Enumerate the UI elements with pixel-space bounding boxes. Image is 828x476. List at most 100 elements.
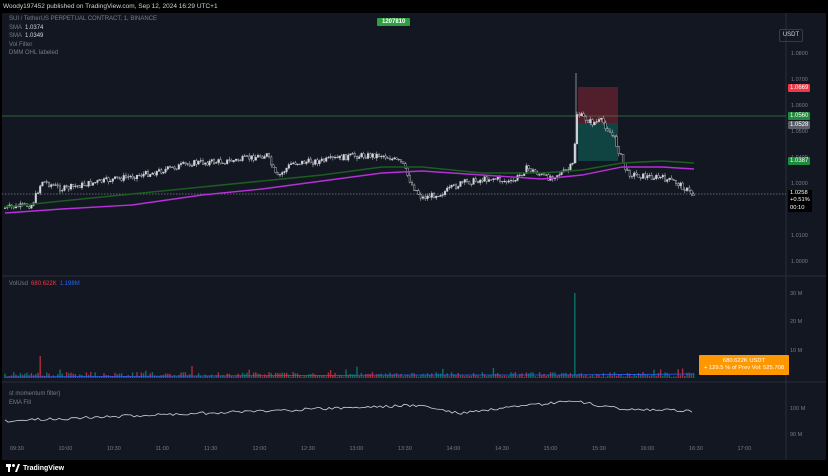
momentum-legend[interactable]: st momentum filter) EMA Fill xyxy=(9,391,61,406)
volume-bar xyxy=(459,375,462,378)
candle-body xyxy=(529,168,532,172)
volume-bar xyxy=(567,375,569,378)
candle-body xyxy=(250,155,253,160)
candle-body xyxy=(664,175,667,182)
currency-selector[interactable]: USDT xyxy=(779,29,803,42)
volume-bar xyxy=(508,375,510,378)
volume-bar xyxy=(523,376,525,378)
candle-body xyxy=(430,192,433,198)
candle-body xyxy=(160,169,163,174)
volume-bar xyxy=(85,372,88,378)
time-tick: 17:00 xyxy=(737,446,752,452)
candle-body xyxy=(538,174,541,176)
volume-bar xyxy=(644,374,646,378)
legend-dmm[interactable]: DMM OHL labeled xyxy=(9,50,59,56)
volume-bar xyxy=(186,375,189,378)
candle-body xyxy=(63,185,66,191)
candle-body xyxy=(481,179,484,182)
candle-body xyxy=(120,177,123,181)
volume-bar xyxy=(329,370,332,378)
volume-bar xyxy=(602,373,605,378)
volume-bar xyxy=(391,374,393,378)
volume-bar xyxy=(580,373,583,378)
candle-body xyxy=(560,171,563,175)
momentum-tick: 100 M xyxy=(790,406,806,412)
volume-bar xyxy=(268,372,270,378)
volume-bar xyxy=(191,366,193,378)
time-tick: 11:00 xyxy=(155,446,169,452)
candle-body xyxy=(514,180,517,182)
legend-vol-filter[interactable]: Vol Filter xyxy=(9,41,33,48)
volume-bar xyxy=(417,376,420,378)
volume-bar xyxy=(140,372,143,378)
candle-body xyxy=(201,160,204,165)
volume-bar xyxy=(543,373,545,378)
candle-body xyxy=(417,190,420,195)
volume-bar xyxy=(512,373,514,378)
candle-body xyxy=(149,174,152,177)
candle-body xyxy=(435,195,438,199)
volume-bar xyxy=(380,373,382,378)
price-tick: 1.0500 xyxy=(791,129,808,135)
volume-bar xyxy=(657,373,660,378)
candle-body xyxy=(604,122,607,129)
candle-body xyxy=(631,176,634,178)
candle-body xyxy=(138,174,141,176)
candle-body xyxy=(659,176,662,179)
candle-body xyxy=(351,153,354,155)
time-tick: 16:00 xyxy=(640,446,655,452)
candle-body xyxy=(620,153,623,155)
volume-bar xyxy=(343,376,345,378)
candle-body xyxy=(41,181,44,187)
volume-bar xyxy=(30,373,33,378)
volume-bar xyxy=(15,374,17,378)
candle-body xyxy=(466,179,469,182)
candle-body xyxy=(109,181,112,183)
volume-bar xyxy=(367,373,369,378)
price-chart-svg[interactable] xyxy=(2,13,826,460)
candle-body xyxy=(184,162,187,164)
sma-price-badge: 1.0387 xyxy=(788,157,811,165)
volume-bar xyxy=(556,375,558,378)
candle-body xyxy=(455,184,458,189)
volume-bar xyxy=(565,372,567,378)
candle-body xyxy=(166,166,169,170)
volume-bar xyxy=(521,373,523,378)
candle-body xyxy=(496,177,499,180)
candle-body xyxy=(463,179,466,183)
candle-body xyxy=(43,181,46,183)
candle-body xyxy=(485,176,488,182)
volume-tick: 30 M xyxy=(790,291,803,297)
volume-bar xyxy=(382,375,385,378)
candle-body xyxy=(606,128,609,132)
volume-bar xyxy=(402,376,404,378)
volume-bar xyxy=(149,373,151,378)
volume-bar xyxy=(299,375,301,378)
candle-body xyxy=(358,156,361,159)
candle-body xyxy=(122,175,125,181)
candle-body xyxy=(173,166,176,170)
volume-bar xyxy=(547,374,550,378)
sma-green-line xyxy=(4,160,695,208)
volume-legend[interactable]: VolUsd 680.622K 1.198M xyxy=(9,281,80,287)
candle-body xyxy=(195,160,198,165)
volume-bar xyxy=(246,372,248,378)
candle-body xyxy=(468,181,471,185)
volume-bar xyxy=(494,373,497,378)
volume-bar xyxy=(589,376,591,378)
candle-body xyxy=(532,169,535,172)
candle-body xyxy=(677,183,680,186)
candle-body xyxy=(212,159,215,164)
volume-bar xyxy=(340,375,343,378)
legend-sma1[interactable]: SMA 1.0374 xyxy=(9,24,44,31)
candle-body xyxy=(272,164,275,168)
legend-sma2[interactable]: SMA 1.0349 xyxy=(9,33,44,39)
volume-bar xyxy=(479,376,481,378)
legend-symbol[interactable]: SUI / TetherUS PERPETUAL CONTRACT, 1, BI… xyxy=(9,16,158,22)
candle-body xyxy=(499,177,502,182)
candle-body xyxy=(360,153,363,157)
tradingview-logo[interactable]: TradingView xyxy=(6,462,64,474)
candle-body xyxy=(356,156,359,159)
volume-bar xyxy=(369,374,371,378)
chart-area[interactable]: 1207810 USDT SUI / TetherUS PERPETUAL CO… xyxy=(2,13,826,460)
